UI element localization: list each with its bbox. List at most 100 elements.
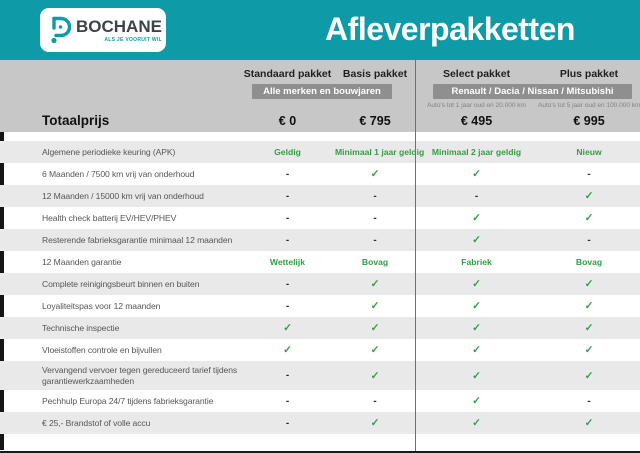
row-label: Vervangend vervoer tegen gereduceerd tar… <box>42 365 238 386</box>
table-row: € 25,- Brandstof of volle accu - ✓ ✓ ✓ <box>0 412 640 434</box>
dash-value: - <box>285 168 290 180</box>
table-row: 6 Maanden / 7500 km vrij van onderhoud - ✓… <box>0 163 640 185</box>
check-icon: ✓ <box>472 417 481 429</box>
dash-value: - <box>285 234 290 246</box>
price-basis: € 795 <box>359 113 391 128</box>
check-icon: ✓ <box>584 278 594 290</box>
check-icon: ✓ <box>472 395 481 407</box>
column-header-select: Select pakket <box>442 68 511 80</box>
price-select: € 495 <box>460 113 493 128</box>
check-icon: ✓ <box>472 278 481 290</box>
column-header-plus: Plus pakket <box>559 68 619 80</box>
dash-value: - <box>285 370 290 381</box>
check-icon: ✓ <box>472 344 481 356</box>
spacer-row <box>0 132 640 141</box>
check-icon: ✓ <box>283 322 292 334</box>
row-label: 12 Maanden / 15000 km vrij van onderhoud <box>42 190 204 201</box>
price-standaard: € 0 <box>278 113 297 128</box>
dash-value: - <box>587 395 591 407</box>
check-icon: ✓ <box>370 168 380 180</box>
text-value: Minimaal 1 jaar geldig <box>335 147 425 157</box>
bochane-logo: BOCHANE ALS JE VOORUIT WIL <box>40 8 166 52</box>
check-icon: ✓ <box>584 322 594 334</box>
page-bottom-border <box>0 451 640 453</box>
dash-value: - <box>587 234 591 246</box>
text-value: Bovag <box>361 257 389 267</box>
check-icon: ✓ <box>283 344 292 356</box>
row-label: 6 Maanden / 7500 km vrij van onderhoud <box>42 168 195 179</box>
check-icon: ✓ <box>472 322 481 334</box>
text-value: Geldig <box>274 147 301 157</box>
dash-value: - <box>285 417 290 429</box>
dash-value: - <box>373 234 377 246</box>
text-value: Fabriek <box>461 257 492 267</box>
column-divider-line <box>415 60 416 451</box>
table-row: Vloeistoffen controle en bijvullen ✓ ✓ ✓ ✓ <box>0 339 640 361</box>
check-icon: ✓ <box>584 300 594 312</box>
comparison-table: Algemene periodieke keuring (APK) Geldig M… <box>0 132 640 450</box>
table-header-band: Standaard pakket Basis pakket Select pak… <box>0 60 640 132</box>
dash-value: - <box>285 212 290 224</box>
check-icon: ✓ <box>370 322 380 334</box>
table-row: Algemene periodieke keuring (APK) Geldig M… <box>0 141 640 163</box>
brand-name: BOCHANE <box>76 16 162 36</box>
table-row: Health check batterij EV/HEV/PHEV - - ✓ ✓ <box>0 207 640 229</box>
dash-value: - <box>373 212 377 224</box>
column-note-plus: Auto's tot 5 jaar oud en 100.000 km <box>538 102 640 109</box>
table-row: Pechhulp Europa 24/7 tijdens fabrieksgar… <box>0 390 640 412</box>
text-value: Nieuw <box>576 147 602 157</box>
check-icon: ✓ <box>584 369 594 382</box>
check-icon: ✓ <box>370 417 380 429</box>
dash-value: - <box>285 395 290 407</box>
group-badge-all-brands: Alle merken en bouwjaren <box>252 84 392 99</box>
table-row: Loyaliteitspas voor 12 maanden - ✓ ✓ ✓ <box>0 295 640 317</box>
check-icon: ✓ <box>370 300 380 312</box>
dash-value: - <box>285 300 290 312</box>
check-icon: ✓ <box>370 278 380 290</box>
row-label: Loyaliteitspas voor 12 maanden <box>42 300 161 311</box>
row-label: Algemene periodieke keuring (APK) <box>42 146 176 157</box>
bottom-spacer <box>0 434 640 450</box>
check-icon: ✓ <box>472 300 481 312</box>
row-label: € 25,- Brandstof of volle accu <box>42 417 151 428</box>
column-note-select: Auto's tot 1 jaar oud en 20.000 km <box>427 102 526 109</box>
dash-value: - <box>285 190 290 202</box>
table-row: Vervangend vervoer tegen gereduceerd tar… <box>0 361 640 390</box>
row-label: Pechhulp Europa 24/7 tijdens fabrieksgar… <box>42 395 214 406</box>
table-row: Technische inspectie ✓ ✓ ✓ ✓ <box>0 317 640 339</box>
table-row: 12 Maanden garantie Wettelijk Bovag Fabriek… <box>0 251 640 273</box>
row-label: Complete reinigingsbeurt binnen en buite… <box>42 278 200 289</box>
column-header-standaard: Standaard pakket <box>243 68 332 80</box>
brand-tagline: ALS JE VOORUIT WIL <box>104 36 162 43</box>
text-value: Minimaal 2 jaar geldig <box>431 147 522 157</box>
dash-value: - <box>373 395 377 407</box>
check-icon: ✓ <box>370 344 380 356</box>
check-icon: ✓ <box>472 369 481 382</box>
check-icon: ✓ <box>472 212 481 224</box>
column-header-basis: Basis pakket <box>342 68 408 80</box>
row-label: Technische inspectie <box>42 322 120 333</box>
check-icon: ✓ <box>472 168 481 180</box>
dash-value: - <box>373 190 377 202</box>
dash-value: - <box>587 168 591 180</box>
check-icon: ✓ <box>472 234 481 246</box>
row-label: Resterende fabrieksgarantie minimaal 12 … <box>42 234 233 245</box>
price-plus: € 995 <box>573 113 605 128</box>
total-price-label: Totaalprijs <box>42 113 110 128</box>
table-row: 12 Maanden / 15000 km vrij van onderhoud… <box>0 185 640 207</box>
row-label: 12 Maanden garantie <box>42 256 122 267</box>
text-value: Bovag <box>575 257 603 267</box>
bochane-brand-icon <box>49 15 71 45</box>
dash-value: - <box>285 278 290 290</box>
check-icon: ✓ <box>584 417 594 429</box>
table-row: Complete reinigingsbeurt binnen en buite… <box>0 273 640 295</box>
check-icon: ✓ <box>584 212 594 224</box>
header-bar: BOCHANE ALS JE VOORUIT WIL Afleverpakket… <box>0 0 640 60</box>
text-value: Wettelijk <box>269 257 306 267</box>
group-badge-brands: Renault / Dacia / Nissan / Mitsubishi <box>433 84 632 99</box>
page-title: Afleverpakketten <box>325 11 575 47</box>
check-icon: ✓ <box>370 369 380 382</box>
dash-value: - <box>474 190 479 202</box>
table-row: Resterende fabrieksgarantie minimaal 12 … <box>0 229 640 251</box>
